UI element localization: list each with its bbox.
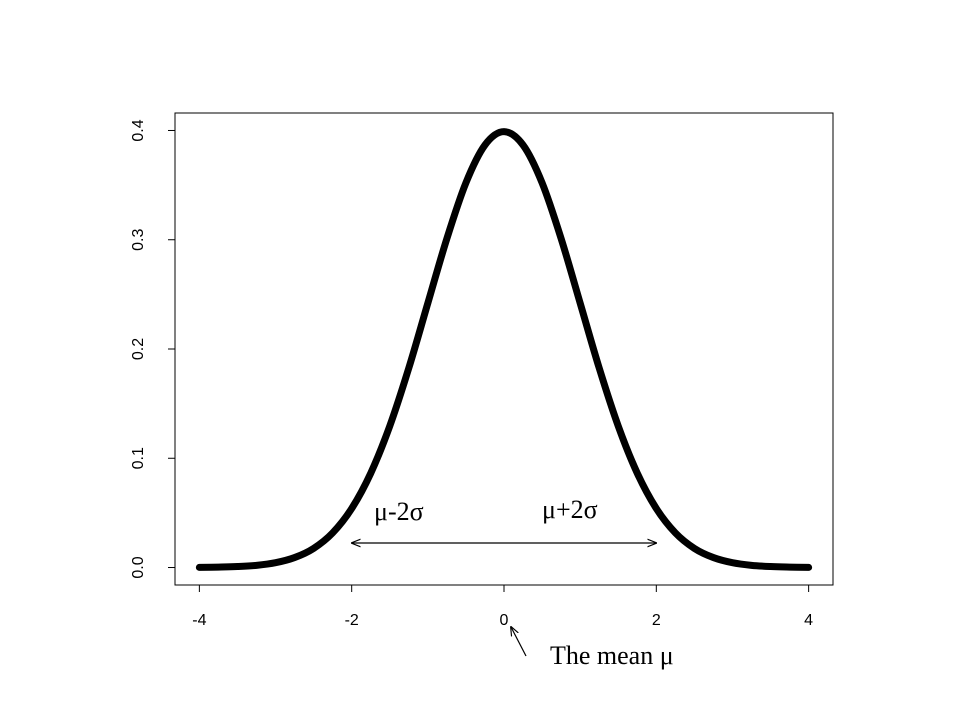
- y-tick-label: 0.2: [130, 338, 147, 360]
- x-tick-label: -2: [345, 612, 359, 629]
- x-tick-label: 2: [652, 612, 661, 629]
- y-tick-label: 0.0: [130, 556, 147, 578]
- mean-arrow: [511, 627, 527, 657]
- y-tick-label: 0.1: [130, 447, 147, 469]
- annotation: μ-2σ: [374, 497, 424, 526]
- y-tick-label: 0.4: [130, 119, 147, 141]
- y-tick-label: 0.3: [130, 229, 147, 251]
- density-curve: [195, 128, 813, 571]
- annotation: μ+2σ: [542, 495, 598, 524]
- annotation: The mean μ: [550, 641, 674, 670]
- x-tick-label: -4: [192, 612, 206, 629]
- plot-box: [174, 112, 834, 586]
- x-tick-label: 4: [804, 612, 813, 629]
- x-tick-label: 0: [500, 612, 509, 629]
